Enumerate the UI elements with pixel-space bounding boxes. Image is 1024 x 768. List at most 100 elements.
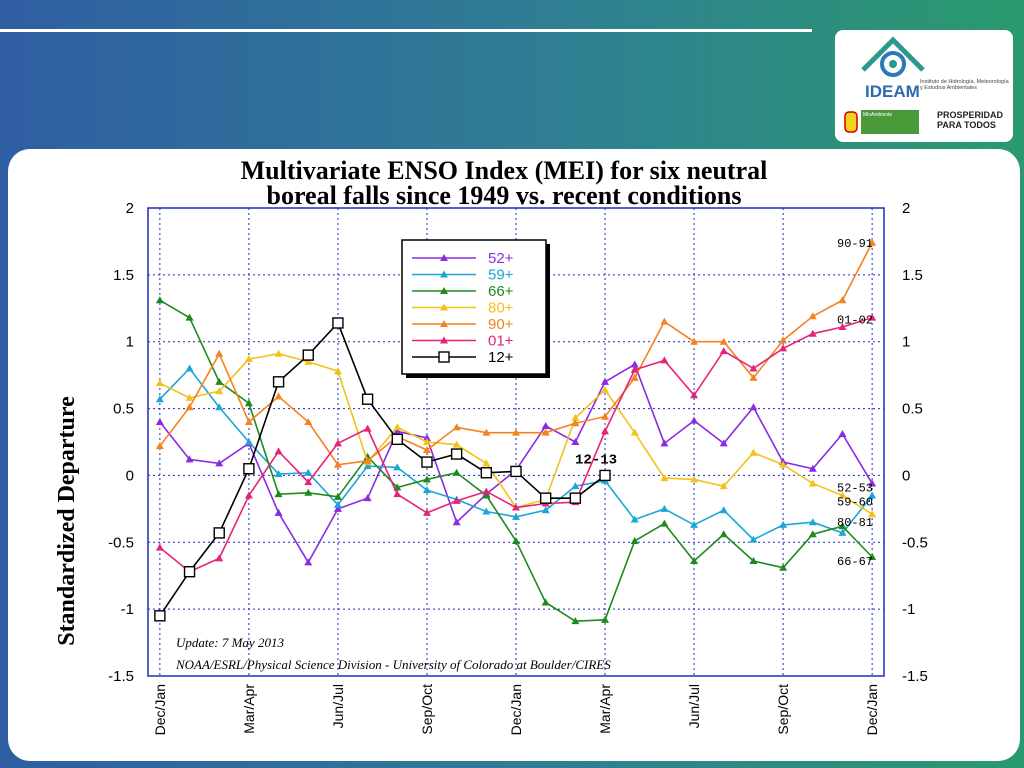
data-point bbox=[155, 417, 164, 425]
data-point bbox=[719, 506, 728, 514]
data-point bbox=[808, 329, 817, 337]
data-point bbox=[808, 530, 817, 538]
data-point bbox=[630, 515, 639, 523]
data-point bbox=[185, 393, 194, 401]
data-point bbox=[482, 487, 491, 495]
data-point bbox=[452, 496, 461, 504]
data-point bbox=[215, 459, 224, 467]
data-point bbox=[244, 438, 253, 445]
legend-label: 80+ bbox=[488, 300, 514, 317]
data-point bbox=[363, 456, 372, 464]
x-tick-label: Mar/Apr bbox=[241, 684, 257, 734]
data-point bbox=[569, 492, 582, 504]
data-point bbox=[571, 413, 580, 421]
data-point bbox=[749, 403, 758, 411]
data-point bbox=[215, 349, 224, 357]
data-point bbox=[155, 442, 164, 450]
data-point bbox=[482, 428, 491, 436]
prosperidad-slogan: PROSPERIDAD PARA TODOS bbox=[937, 110, 1004, 130]
data-point bbox=[185, 403, 194, 411]
update-note: Update: 7 May 2013 bbox=[176, 635, 284, 650]
data-point bbox=[274, 490, 283, 498]
legend-label: 90+ bbox=[488, 316, 514, 333]
x-tick-label: Jun/Jul bbox=[686, 684, 702, 728]
data-point bbox=[333, 367, 342, 375]
data-point bbox=[601, 412, 610, 420]
data-point bbox=[215, 377, 224, 385]
data-point bbox=[838, 323, 847, 331]
annotation-12-13: 12-13 bbox=[575, 452, 617, 468]
legend-marker bbox=[440, 303, 448, 311]
data-point bbox=[155, 395, 164, 403]
y-tick-label-right: 0.5 bbox=[902, 401, 923, 418]
y-tick-label-left: -1 bbox=[121, 601, 134, 618]
data-point bbox=[749, 373, 758, 381]
legend-marker bbox=[438, 351, 450, 363]
data-point bbox=[571, 419, 580, 427]
data-point bbox=[422, 508, 431, 516]
plot-frame bbox=[147, 207, 885, 677]
data-point bbox=[868, 510, 877, 518]
data-point bbox=[422, 486, 431, 494]
legend-marker bbox=[440, 254, 448, 261]
y-tick-label-left: -0.5 bbox=[108, 534, 134, 551]
legend-item-80: 80+ bbox=[412, 300, 514, 317]
data-point bbox=[868, 552, 877, 560]
header-rule bbox=[0, 29, 812, 32]
data-point bbox=[154, 610, 166, 622]
data-point bbox=[660, 504, 669, 512]
data-point bbox=[838, 491, 847, 499]
legend-item-52: 52+ bbox=[412, 250, 514, 267]
data-point bbox=[272, 376, 285, 388]
data-point bbox=[215, 387, 224, 395]
y-tick-label-right: 1 bbox=[902, 334, 910, 351]
data-point bbox=[571, 438, 580, 445]
data-point bbox=[244, 399, 253, 407]
data-point bbox=[363, 494, 372, 502]
data-point bbox=[422, 475, 431, 483]
data-point bbox=[421, 456, 433, 468]
y-tick-label-right: 2 bbox=[902, 200, 910, 217]
data-point bbox=[779, 563, 788, 571]
data-point bbox=[185, 313, 194, 321]
data-point bbox=[690, 416, 699, 424]
data-point bbox=[510, 465, 522, 478]
data-point bbox=[304, 478, 313, 486]
data-point bbox=[719, 439, 728, 447]
chart-title-line1: Multivariate ENSO Index (MEI) for six ne… bbox=[241, 156, 768, 185]
data-point bbox=[393, 423, 402, 431]
data-point bbox=[541, 598, 550, 606]
data-point bbox=[391, 433, 403, 446]
data-point bbox=[808, 518, 817, 526]
data-point bbox=[304, 357, 313, 365]
y-tick-label-left: 0.5 bbox=[113, 401, 134, 418]
data-point bbox=[630, 373, 639, 381]
data-point bbox=[868, 313, 877, 321]
minambiente-badge: MinAmbiente bbox=[861, 110, 919, 134]
data-point bbox=[452, 440, 461, 448]
data-point bbox=[868, 238, 877, 246]
data-point bbox=[571, 617, 580, 625]
data-point bbox=[215, 554, 224, 562]
data-point bbox=[393, 427, 402, 435]
series-90 bbox=[155, 238, 877, 468]
data-point bbox=[304, 488, 313, 496]
x-tick-label: Sep/Oct bbox=[419, 684, 435, 735]
data-point bbox=[363, 424, 372, 432]
data-point bbox=[630, 428, 639, 436]
data-point bbox=[719, 347, 728, 355]
data-point bbox=[482, 491, 491, 499]
data-point bbox=[185, 455, 194, 463]
data-point bbox=[630, 365, 639, 373]
data-point bbox=[452, 423, 461, 431]
legend-item-59: 59+ bbox=[412, 267, 514, 284]
x-tick-label: Sep/Oct bbox=[775, 684, 791, 735]
data-point bbox=[333, 500, 342, 508]
end-label-66-67: 66-67 bbox=[837, 555, 873, 569]
data-point bbox=[660, 519, 669, 527]
data-point bbox=[422, 446, 431, 454]
data-point bbox=[690, 520, 699, 528]
data-point bbox=[838, 429, 847, 437]
data-point bbox=[304, 558, 313, 566]
data-point bbox=[779, 460, 788, 468]
